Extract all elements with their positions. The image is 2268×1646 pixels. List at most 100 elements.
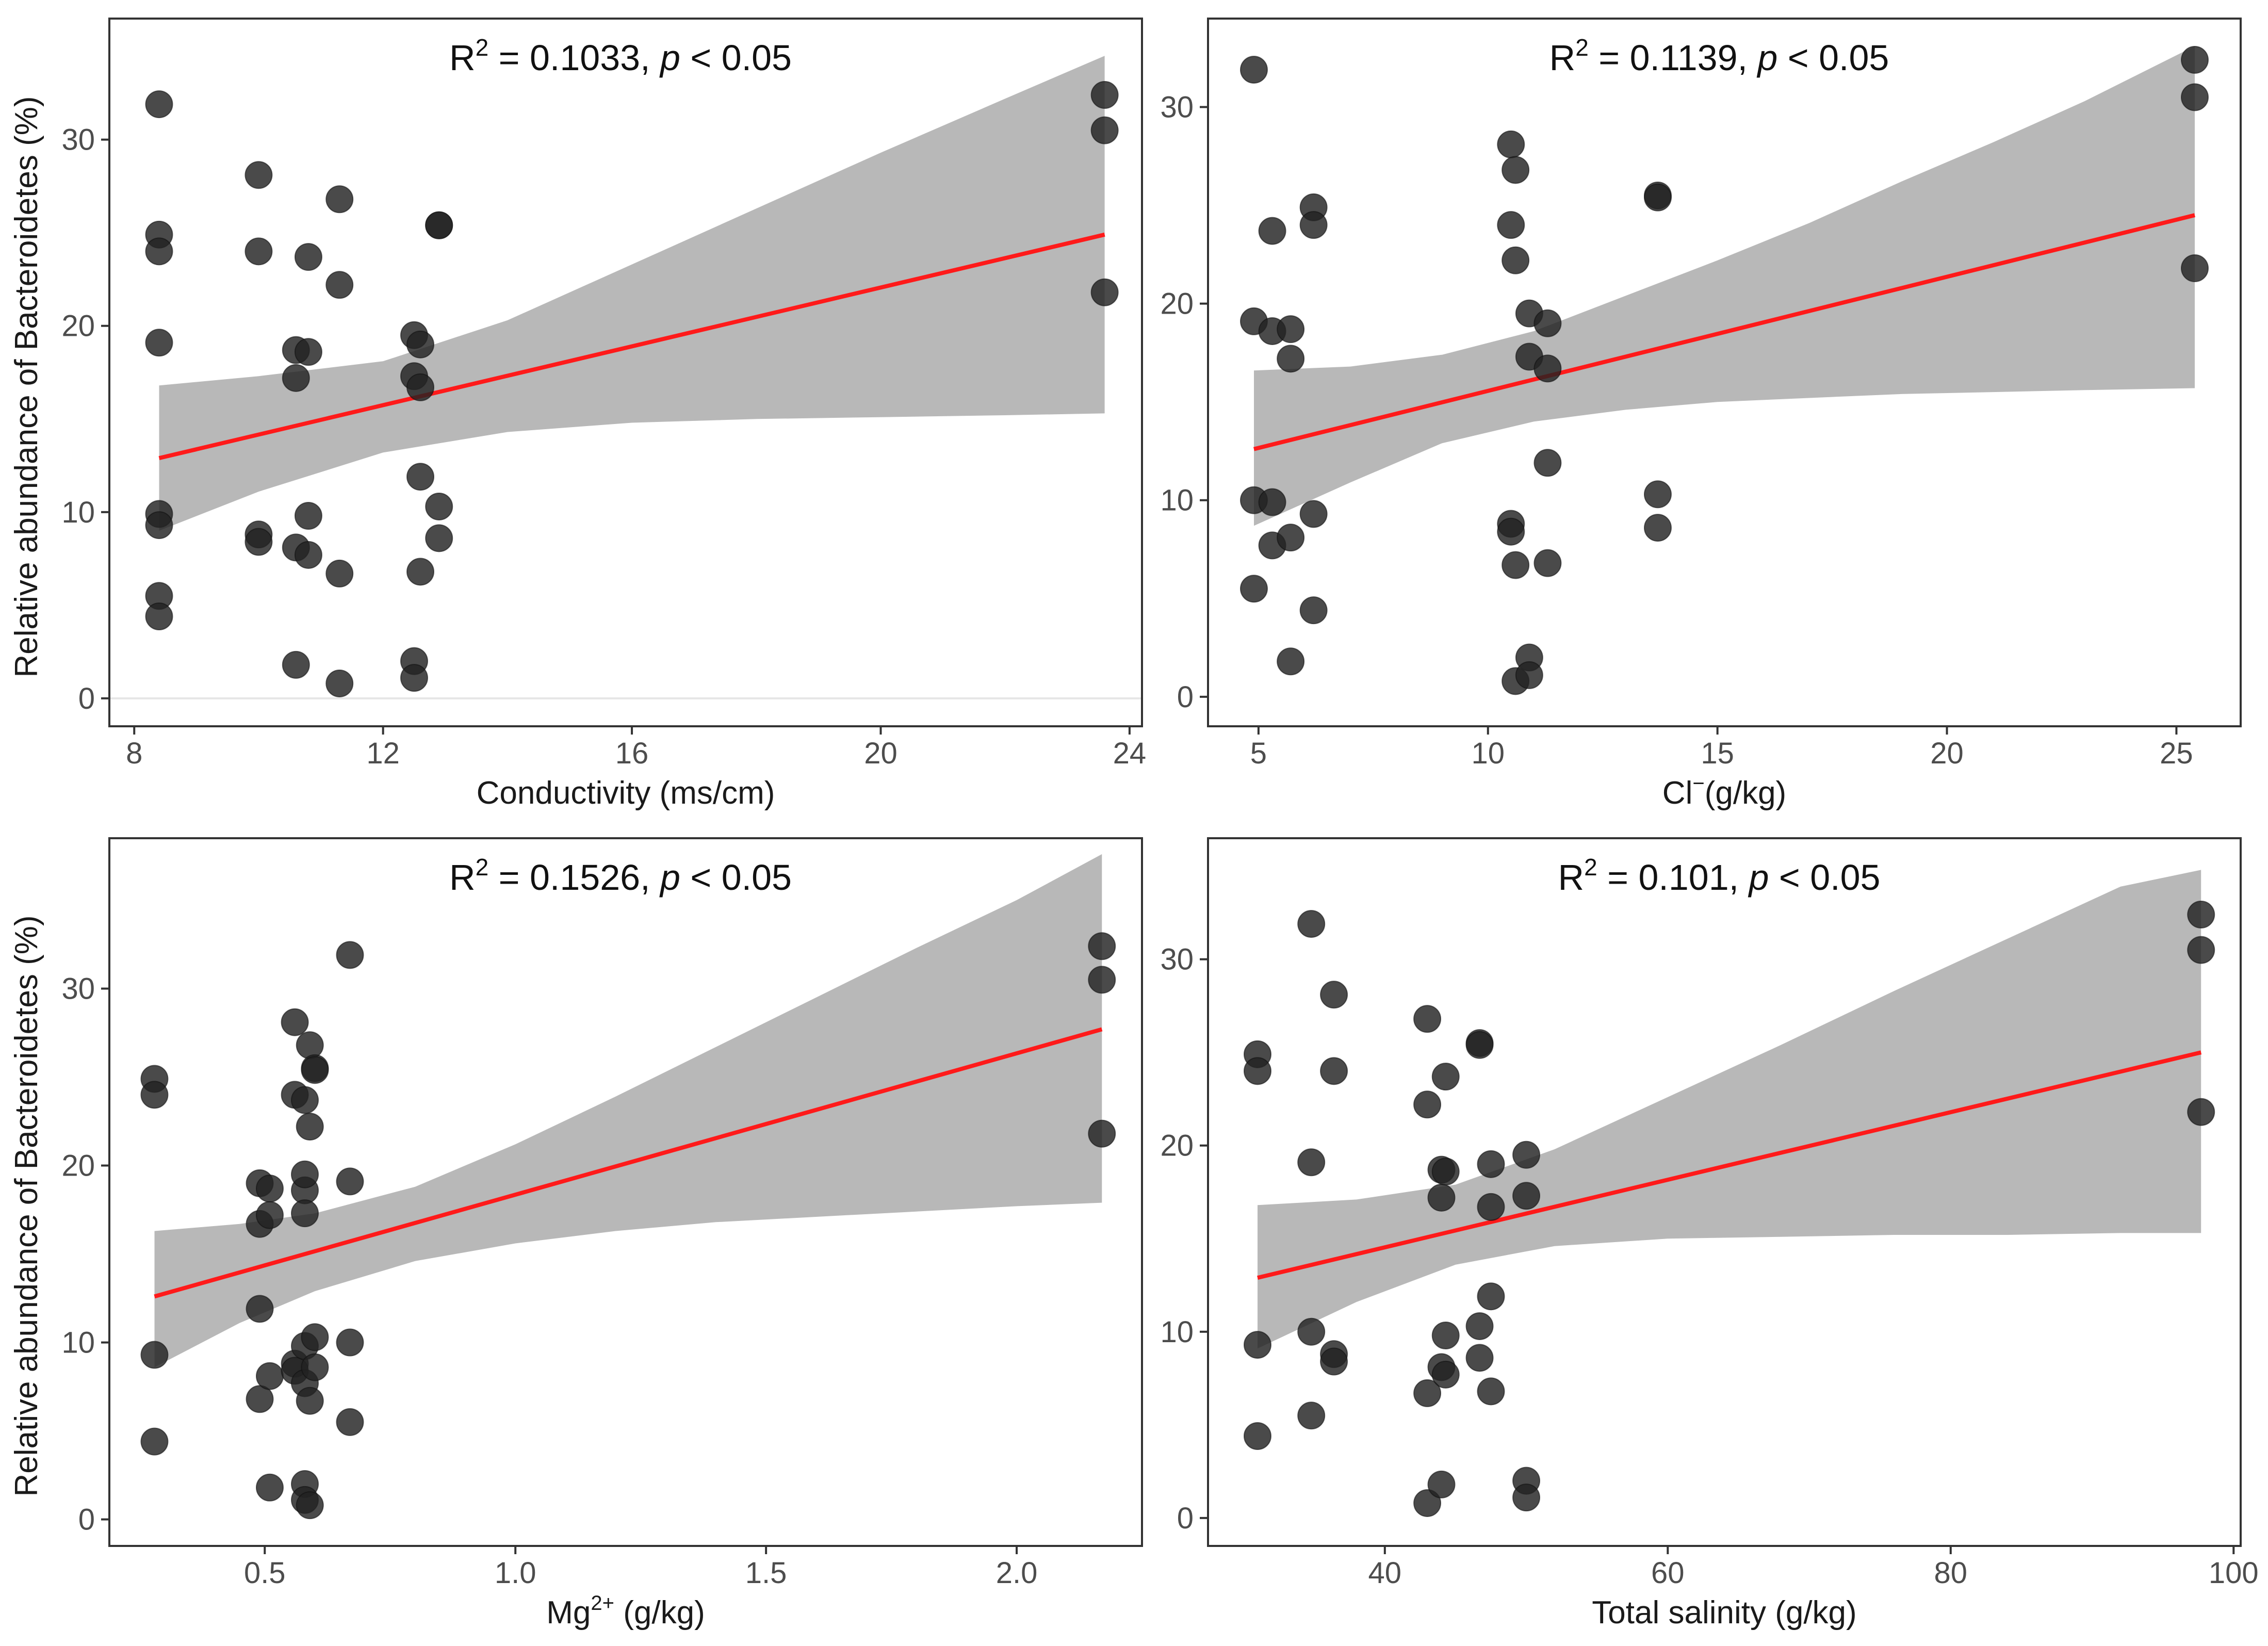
x-axis-title: Conductivity (ms/cm) [477,775,775,811]
data-point [1413,1489,1442,1517]
panel-conductivity: 8 12 16 20 24 0 10 20 30 Conductivity (ms/cm) R2 =… [61,18,1146,811]
data-point [1297,1401,1326,1430]
regression-line [158,232,1105,460]
data-point [255,1175,284,1203]
data-point [400,664,428,692]
data-point [1243,1422,1271,1450]
p-symbol: p [659,857,680,898]
data-point [1413,1379,1442,1407]
data-point [145,329,173,357]
data-points [1243,901,2215,1517]
confidence-band [1258,870,2201,1349]
data-point [1413,1005,1442,1033]
x-tick-label: 8 [126,737,142,770]
x-axis-title-main: Total salinity (g/kg) [1592,1595,1856,1631]
data-point [1512,1484,1541,1512]
data-point [1243,1331,1271,1359]
data-point [1277,315,1305,344]
data-point [145,237,173,266]
data-point [281,1008,309,1036]
x-tick-label: 2.0 [996,1556,1038,1590]
data-point [425,492,453,520]
x-tick-label: 1.5 [745,1556,787,1590]
data-point [244,528,273,556]
data-point [2187,1098,2215,1126]
x-axis-title-unit: (g/kg) [1705,775,1786,811]
y-tick-label: 30 [61,972,95,1006]
x-axis-title: Cl−(g/kg) [1662,772,1786,811]
data-point [1431,1322,1460,1350]
x-axis-title: Total salinity (g/kg) [1592,1595,1856,1631]
data-point [1465,1344,1494,1372]
x-tick-label: 60 [1651,1556,1685,1590]
data-point [246,1295,274,1323]
data-point [301,1353,329,1381]
y-tick-label: 10 [1160,484,1194,517]
data-point [406,463,435,491]
data-point [294,502,322,530]
data-point [1320,981,1348,1009]
r-squared-superscript: 2 [1584,854,1597,881]
y-tick-label: 0 [78,682,95,715]
data-point [296,1031,324,1060]
data-point [1090,278,1119,306]
x-tick-label: 15 [1701,737,1734,770]
r-squared-value: = 0.1526, [488,857,660,898]
x-tick-label: 5 [1250,737,1267,770]
x-axis-title-superscript: 2+ [591,1592,614,1615]
data-point [325,271,354,299]
x-tick-label: 10 [1472,737,1505,770]
data-point [1512,1140,1541,1169]
data-point [1088,1119,1116,1148]
y-tick-label: 10 [61,1326,95,1360]
regression-line [154,1027,1103,1299]
confidence-band [154,854,1102,1367]
plot-area [140,854,1116,1520]
panel-chloride: 5 10 15 20 25 0 10 20 30 Cl−(g/kg) R2 = 0.1139, p … [1160,18,2242,811]
stat-annotation: R2 = 0.101, p < 0.05 [1558,854,1881,898]
data-point [1427,1183,1456,1212]
data-point [1502,551,1530,579]
r-squared-value: = 0.101, [1597,857,1749,898]
data-point [406,373,435,401]
data-point [1277,524,1305,552]
x-tick-label: 20 [1930,737,1964,770]
data-point [2181,46,2209,74]
data-point [1088,932,1116,960]
x-tick-label: 25 [2160,737,2193,770]
p-symbol: p [1748,857,1769,898]
x-axis-title-superscript: − [1692,772,1704,795]
p-value: < 0.05 [680,857,792,898]
data-points [1239,46,2209,695]
r-squared-label: R [449,38,476,78]
data-point [1431,1360,1460,1389]
data-point [1643,183,1672,211]
x-axis-title: Mg2+ (g/kg) [546,1592,705,1631]
data-point [1320,1347,1348,1376]
data-point [291,1199,319,1228]
data-point [1497,130,1525,158]
data-point [255,1201,284,1229]
stat-annotation: R2 = 0.1139, p < 0.05 [1549,34,1889,78]
data-point [296,1491,324,1520]
x-axis-title-unit: (g/kg) [614,1595,705,1631]
data-point [294,541,322,569]
x-tick-label: 80 [1934,1556,1968,1590]
data-point [1413,1090,1442,1119]
data-point [325,559,354,588]
data-point [244,161,273,189]
data-point [291,1160,319,1188]
r-squared-superscript: 2 [476,34,489,61]
data-point [1533,549,1562,577]
r-squared-label: R [1549,38,1576,78]
panel-magnesium: 0.5 1.0 1.5 2.0 0 10 20 30 Mg2+ (g/kg) R2 = 0.152… [61,837,1143,1631]
data-point [140,1427,169,1456]
data-point [1243,1057,1271,1085]
data-point [1643,514,1672,542]
data-point [1427,1470,1456,1498]
data-point [1299,500,1328,528]
data-point [282,364,310,392]
p-symbol: p [659,38,680,78]
data-point [336,1328,364,1357]
data-point [1297,1317,1326,1346]
